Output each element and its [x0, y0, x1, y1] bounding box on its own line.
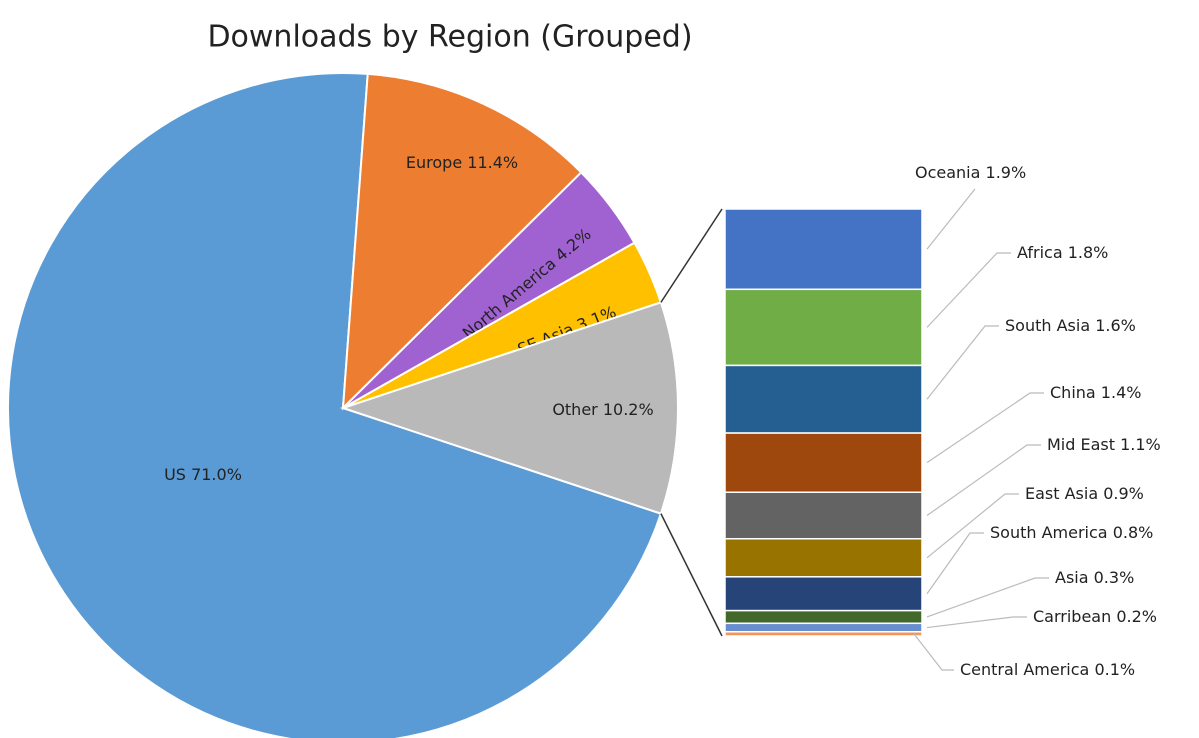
bar-segment — [724, 288, 923, 367]
bar-segment — [724, 609, 923, 625]
label-value: 1.9% — [986, 163, 1027, 182]
bar-segment — [724, 364, 923, 434]
label-category: Carribean — [1033, 607, 1111, 626]
label-category: US — [164, 465, 186, 484]
bar-segment — [724, 631, 923, 637]
pie-slice — [339, 301, 679, 515]
leader-line — [913, 633, 954, 671]
chart-title: Downloads by Region (Grouped) — [207, 20, 692, 55]
data-label: Asia 0.3% — [1055, 568, 1134, 587]
leader-line — [926, 188, 976, 250]
data-label: Mid East 1.1% — [1047, 435, 1161, 454]
data-label: Carribean 0.2% — [1033, 607, 1157, 626]
pie-slice — [341, 72, 583, 411]
leader-line — [926, 444, 1041, 517]
label-category: South Asia — [1005, 316, 1090, 335]
label-value: 1.6% — [1095, 316, 1136, 335]
leader-line — [926, 252, 1011, 328]
data-label: Oceania 1.9% — [915, 163, 1026, 182]
label-category: East Asia — [1025, 484, 1098, 503]
data-label: South America 0.8% — [990, 523, 1153, 542]
label-category: Other — [552, 400, 598, 419]
leader-line — [926, 616, 1027, 629]
leader-line — [926, 577, 1049, 618]
label-value: 71.0% — [191, 465, 242, 484]
bar-segment — [724, 208, 923, 291]
label-category: Oceania — [915, 163, 980, 182]
label-value: 0.1% — [1094, 660, 1135, 679]
label-category: South America — [990, 523, 1108, 542]
data-label: Europe 11.4% — [406, 153, 518, 172]
label-value: 11.4% — [467, 153, 518, 172]
data-label: US 71.0% — [164, 465, 242, 484]
connector — [660, 208, 723, 303]
data-label: Central America 0.1% — [960, 660, 1135, 679]
label-category: Asia — [1055, 568, 1089, 587]
label-value: 0.9% — [1103, 484, 1144, 503]
label-category: Mid East — [1047, 435, 1115, 454]
data-label: China 1.4% — [1050, 383, 1141, 402]
bar-segment — [724, 622, 923, 633]
label-value: 0.2% — [1116, 607, 1157, 626]
bar-segment — [724, 576, 923, 612]
data-label: Other 10.2% — [552, 400, 653, 419]
label-value: 1.1% — [1120, 435, 1161, 454]
data-label: East Asia 0.9% — [1025, 484, 1144, 503]
label-value: 1.4% — [1101, 383, 1142, 402]
label-value: 1.8% — [1068, 243, 1109, 262]
label-category: Africa — [1017, 243, 1063, 262]
data-label: South Asia 1.6% — [1005, 316, 1136, 335]
leader-line — [926, 532, 984, 595]
bar-segment — [724, 538, 923, 578]
label-value: 0.3% — [1094, 568, 1135, 587]
leader-line — [926, 493, 1019, 559]
label-value: 10.2% — [603, 400, 654, 419]
bar-segment — [724, 432, 923, 494]
label-category: Europe — [406, 153, 462, 172]
leader-line — [926, 325, 999, 400]
pie-slice — [7, 72, 663, 738]
leader-line — [926, 392, 1044, 464]
data-label: Africa 1.8% — [1017, 243, 1108, 262]
label-value: 0.8% — [1113, 523, 1154, 542]
label-category: China — [1050, 383, 1096, 402]
connector — [660, 513, 723, 637]
bar-segment — [724, 491, 923, 540]
label-category: Central America — [960, 660, 1089, 679]
